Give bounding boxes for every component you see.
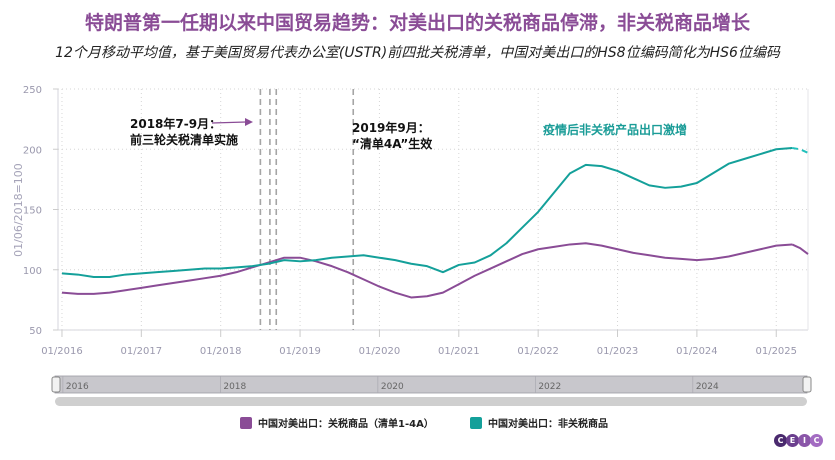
x-tick-label: 01/2019 [279, 346, 321, 357]
series-line-tariffed-tail [791, 243, 809, 255]
navigator-label: 2022 [538, 382, 561, 392]
x-tick-label: 01/2023 [597, 346, 639, 357]
legend-label-tariffed: 中国对美出口：关税商品（清单1-4A） [258, 419, 434, 430]
navigator-label: 2020 [381, 382, 404, 392]
y-tick-label: 150 [23, 206, 42, 217]
y-axis-label: 01/06/2018=100 [12, 163, 25, 257]
logo-letter: C [810, 434, 823, 447]
grid [57, 88, 809, 331]
annotation-2019-line1: 2019年9月： [352, 120, 430, 135]
ceic-logo: C E I C [774, 434, 823, 447]
navigator-label: 2024 [696, 382, 719, 392]
y-tick-label: 250 [23, 85, 42, 96]
x-tick-label: 01/2018 [200, 346, 242, 357]
legend-swatch-tariffed [240, 416, 252, 429]
series-line-non-tariffed [61, 147, 793, 278]
x-axis: 01/2016 01/2017 01/2018 01/2019 01/2020 01/20… [41, 330, 797, 357]
logo-letter: E [786, 434, 799, 447]
x-tick-label: 01/2025 [755, 346, 797, 357]
arrow-head-icon [245, 118, 253, 126]
annotation-covid-surge: 疫情后非关税产品出口激增 [543, 122, 687, 137]
series-lines [61, 147, 809, 299]
annotation-arrow [211, 121, 247, 124]
event-lines [259, 89, 355, 330]
range-navigator[interactable]: 2016 2018 2020 2022 2024 [51, 375, 812, 406]
y-tick-label: 200 [23, 145, 42, 156]
legend-label-non-tariffed: 中国对美出口：非关税商品 [488, 419, 608, 430]
navigator-right-handle[interactable] [802, 376, 812, 393]
annotation-2018-line1: 2018年7-9月： [130, 116, 221, 131]
navigator-label: 2016 [66, 382, 89, 392]
x-tick-label: 01/2020 [359, 346, 401, 357]
x-tick-label: 01/2021 [438, 346, 480, 357]
x-tick-label: 01/2024 [676, 346, 718, 357]
logo-letter: I [798, 434, 811, 447]
annotation-2019-line2: “清单4A”生效 [352, 136, 433, 151]
y-axis: 50 100 150 200 250 [23, 85, 58, 337]
legend-item-tariffed[interactable]: 中国对美出口：关税商品（清单1-4A） [240, 415, 434, 430]
logo-letter: C [774, 434, 787, 447]
chart-subtitle: 12个月移动平均值，基于美国贸易代表办公室(USTR)前四批关税清单，中国对美出… [55, 45, 780, 61]
y-tick-label: 50 [29, 326, 42, 337]
y-tick-label: 100 [23, 266, 42, 277]
legend-swatch-non-tariffed [470, 416, 482, 429]
navigator-left-handle[interactable] [51, 376, 61, 393]
x-tick-label: 01/2016 [41, 346, 83, 357]
series-line-non-tariffed-tail [791, 147, 809, 154]
chart-title: 特朗普第一任期以来中国贸易趋势：对美出口的关税商品停滞，非关税商品增长 [84, 12, 750, 34]
navigator-scrollbar[interactable] [55, 397, 807, 406]
legend-item-non-tariffed[interactable]: 中国对美出口：非关税商品 [470, 415, 608, 430]
annotation-2018-line2: 前三轮关税清单实施 [130, 132, 238, 147]
navigator-label: 2018 [223, 382, 246, 392]
x-tick-label: 01/2022 [517, 346, 559, 357]
x-tick-label: 01/2017 [121, 346, 163, 357]
